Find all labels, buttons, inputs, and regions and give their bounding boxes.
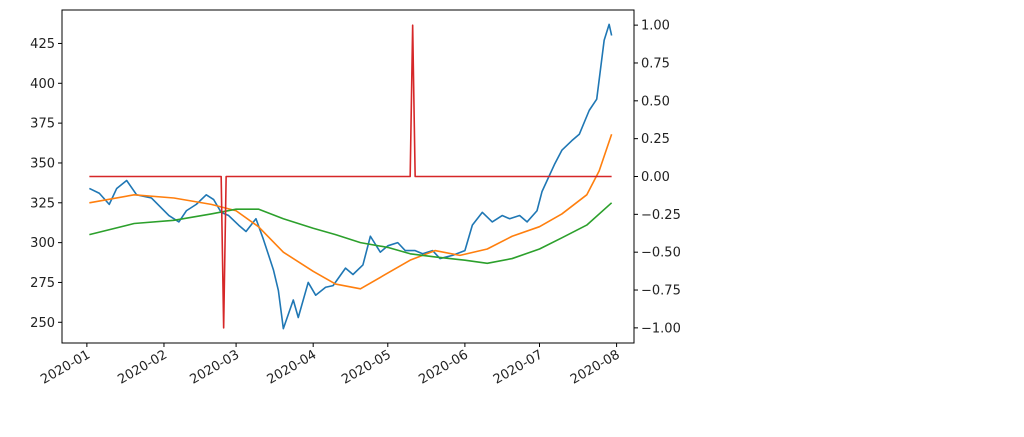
series-line [89,24,612,329]
y2-tick-label: −1.00 [641,321,681,336]
series-line [89,202,613,265]
y-tick-label: 350 [30,156,55,171]
y2-tick-label: 0.75 [641,56,670,71]
x-tick-label: 2020-08 [568,347,623,387]
x-tick-label: 2020-02 [115,347,170,387]
x-tick-label: 2020-03 [188,347,243,387]
y-tick-label: 425 [30,37,55,52]
x-tick-label: 2020-05 [339,347,394,387]
x-tick-label: 2020-04 [265,347,320,387]
y2-tick-label: 0.50 [641,94,670,109]
y-tick-label: 325 [30,196,55,211]
x-tick-label: 2020-07 [491,347,546,387]
y2-tick-label: 0.00 [641,170,670,185]
x-tick-label: 2020-01 [38,347,93,387]
y-tick-label: 375 [30,117,55,132]
y2-tick-label: 0.25 [641,132,670,147]
y-tick-label: 300 [30,236,55,251]
series-line [89,134,613,290]
y2-tick-label: −0.25 [641,208,681,223]
series-line [89,23,613,330]
y2-tick-label: −0.75 [641,284,681,299]
y2-tick-label: 1.00 [641,19,670,34]
y-tick-label: 275 [30,276,55,291]
y-tick-label: 250 [30,316,55,331]
y-tick-label: 400 [30,77,55,92]
y2-tick-label: −0.50 [641,246,681,261]
x-tick-label: 2020-06 [416,347,471,387]
